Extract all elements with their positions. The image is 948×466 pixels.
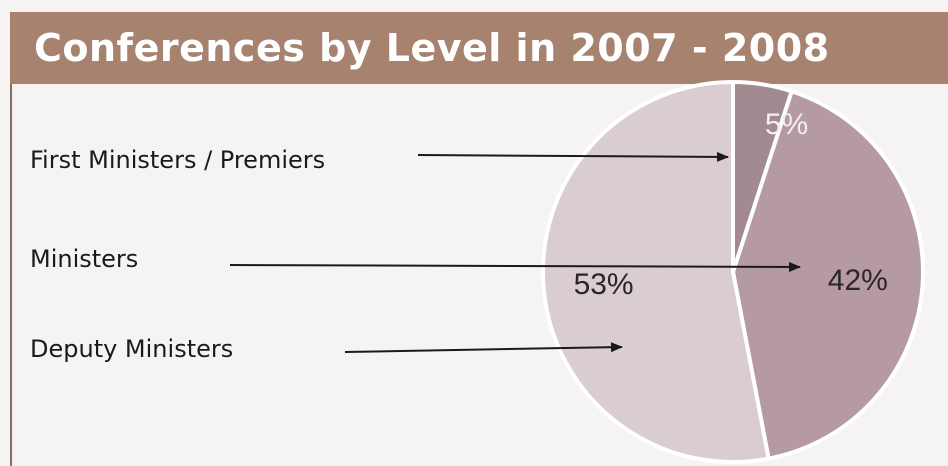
pie-slice-ministers <box>731 89 925 461</box>
pie-slices <box>541 80 925 464</box>
legend-arrow-first-ministers-premiers <box>417 151 729 162</box>
legend-label-first-ministers-premiers: First Ministers / Premiers <box>30 146 325 174</box>
pie-value-label-deputy-ministers: 53% <box>574 268 634 301</box>
pie-value-label-ministers: 42% <box>828 264 888 297</box>
legend: First Ministers / Premiers Ministers Deput… <box>30 146 801 363</box>
title-bar: Conferences by Level in 2007 - 2008 <box>10 12 948 84</box>
legend-arrow-deputy-ministers <box>344 342 623 353</box>
left-border <box>10 84 12 466</box>
legend-label-deputy-ministers: Deputy Ministers <box>30 335 233 363</box>
legend-arrow-ministers <box>229 261 801 272</box>
legend-label-ministers: Ministers <box>30 245 138 273</box>
chart-title: Conferences by Level in 2007 - 2008 <box>34 26 830 70</box>
pie-slice-deputy-ministers <box>541 80 771 464</box>
pie-value-label-first-ministers-premiers: 5% <box>765 108 808 141</box>
pie-value-labels: 5% 42% 53% <box>574 108 888 301</box>
